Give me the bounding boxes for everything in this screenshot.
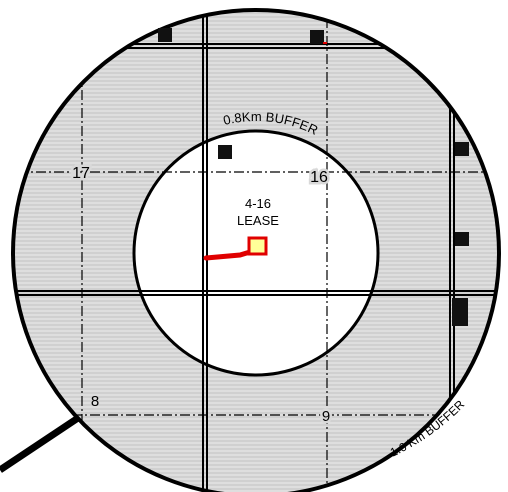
- well-marker: [455, 142, 469, 156]
- section-16-label: 16: [310, 169, 328, 186]
- well-markers: [158, 28, 469, 326]
- pipeline: [203, 249, 253, 261]
- lease-type-label: LEASE: [237, 213, 279, 228]
- well-marker: [310, 30, 324, 44]
- well-marker: [452, 298, 468, 326]
- section-17-label: 17: [72, 165, 90, 182]
- magnifier-handle: [0, 415, 80, 473]
- well-marker: [218, 145, 232, 159]
- section-9-label: 9: [322, 408, 330, 425]
- lease-marker[interactable]: [247, 236, 268, 256]
- well-marker: [455, 232, 469, 246]
- well-marker: [158, 28, 172, 42]
- lease-name-label: 4-16: [245, 196, 271, 211]
- section-8-label: 8: [91, 393, 99, 410]
- outer-buffer-outline: [11, 8, 501, 492]
